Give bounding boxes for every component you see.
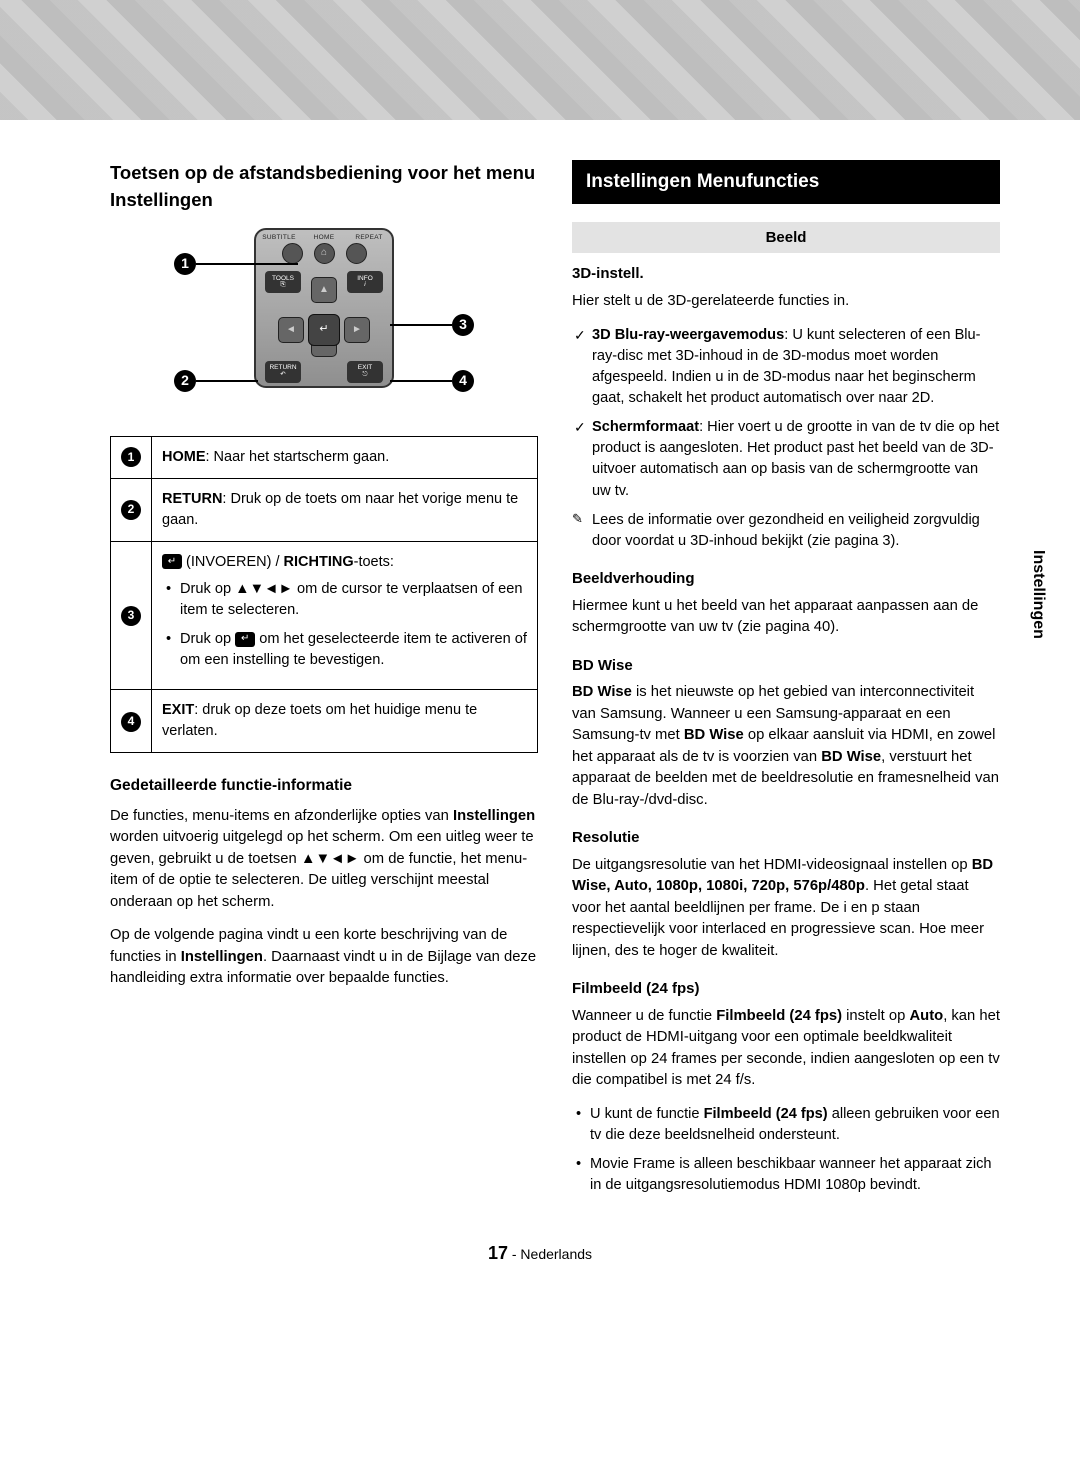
tools-button: TOOLS⎘ <box>265 271 301 293</box>
remote-section-title: Toetsen op de afstandsbediening voor het… <box>110 160 538 214</box>
remote-key-table: 1 HOME: Naar het startscherm gaan. 2 RET… <box>110 436 538 754</box>
category-beeld: Beeld <box>572 222 1000 254</box>
detail-para-1: De functies, menu-items en afzonderlijke… <box>110 806 538 913</box>
page-number: 17 <box>488 1243 508 1263</box>
setting-3d-instell: 3D-instell. <box>572 263 1000 285</box>
detail-info-heading: Gedetailleerde functie-informatie <box>110 775 538 797</box>
dpad-enter: ↵ <box>308 314 340 346</box>
row4-desc: EXIT: druk op deze toets om het huidige … <box>152 690 538 753</box>
decorative-header-band <box>0 0 1080 120</box>
left-column: Toetsen op de afstandsbediening voor het… <box>110 160 538 1204</box>
setting-resolutie: Resolutie <box>572 827 1000 849</box>
dpad-up: ▲ <box>311 277 337 303</box>
dpad-right: ► <box>344 317 370 343</box>
detail-para-2: Op de volgende pagina vindt u een korte … <box>110 925 538 989</box>
remote-body: SUBTITLE HOME REPEAT ⌂ TOOLS⎘ INFOi ▲ ▼ … <box>254 228 394 388</box>
row2-number: 2 <box>121 500 141 520</box>
row3-desc: ↵ (INVOEREN) / RICHTING-toets: Druk op ▲… <box>152 541 538 690</box>
callout-2: 2 <box>174 370 196 392</box>
remote-label-repeat: REPEAT <box>349 233 389 242</box>
resolutie-desc: De uitgangsresolutie van het HDMI-videos… <box>572 855 1000 962</box>
callout-1: 1 <box>174 253 196 275</box>
page-footer: 17 - Nederlands <box>0 1234 1080 1296</box>
remote-diagram: SUBTITLE HOME REPEAT ⌂ TOOLS⎘ INFOi ▲ ▼ … <box>164 228 484 418</box>
setting-bdwise: BD Wise <box>572 655 1000 677</box>
return-button: RETURN↶ <box>265 361 301 383</box>
dpad-left: ◄ <box>278 317 304 343</box>
right-column: Instellingen Menufuncties Beeld 3D-inste… <box>572 160 1000 1204</box>
page-content: Instellingen Toetsen op de afstandsbedie… <box>0 120 1080 1234</box>
filmbeeld-item2: Movie Frame is alleen beschikbaar wannee… <box>572 1154 1000 1196</box>
schermformaat-item: Schermformaat: Hier voert u de grootte i… <box>572 417 1000 502</box>
row1-number: 1 <box>121 447 141 467</box>
remote-label-subtitle: SUBTITLE <box>259 233 299 242</box>
3d-health-note: Lees de informatie over gezondheid en ve… <box>572 510 1000 552</box>
setting-beeldverhouding: Beeldverhouding <box>572 568 1000 590</box>
3d-mode-item: 3D Blu-ray-weergavemodus: U kunt selecte… <box>572 325 1000 410</box>
callout-4: 4 <box>452 370 474 392</box>
row3-item1: Druk op ▲▼◄► om de cursor te verplaatsen… <box>162 579 527 621</box>
filmbeeld-item1: U kunt de functie Filmbeeld (24 fps) all… <box>572 1104 1000 1146</box>
home-button: ⌂ <box>314 243 335 264</box>
side-tab-instellingen: Instellingen <box>1027 550 1050 639</box>
enter-icon-inline: ↵ <box>235 632 255 647</box>
row1-desc: HOME: Naar het startscherm gaan. <box>152 436 538 478</box>
enter-icon: ↵ <box>162 554 182 569</box>
page-language: - Nederlands <box>508 1246 592 1262</box>
direction-pad: ▲ ▼ ◄ ► ↵ <box>274 297 374 335</box>
remote-label-home: HOME <box>304 233 344 242</box>
row4-number: 4 <box>121 712 141 732</box>
bdwise-desc: BD Wise is het nieuwste op het gebied va… <box>572 682 1000 811</box>
setting-filmbeeld: Filmbeeld (24 fps) <box>572 978 1000 1000</box>
beeldverhouding-desc: Hiermee kunt u het beeld van het apparaa… <box>572 596 1000 639</box>
row3-number: 3 <box>121 606 141 626</box>
repeat-button <box>346 243 367 264</box>
settings-menu-header: Instellingen Menufuncties <box>572 160 1000 204</box>
row3-item2: Druk op ↵ om het geselecteerde item te a… <box>162 629 527 671</box>
subtitle-button <box>282 243 303 264</box>
exit-button: EXIT⎋ <box>347 361 383 383</box>
setting-3d-desc: Hier stelt u de 3D-gerelateerde functies… <box>572 291 1000 312</box>
callout-3: 3 <box>452 314 474 336</box>
row2-desc: RETURN: Druk op de toets om naar het vor… <box>152 478 538 541</box>
info-button: INFOi <box>347 271 383 293</box>
filmbeeld-desc: Wanneer u de functie Filmbeeld (24 fps) … <box>572 1006 1000 1092</box>
